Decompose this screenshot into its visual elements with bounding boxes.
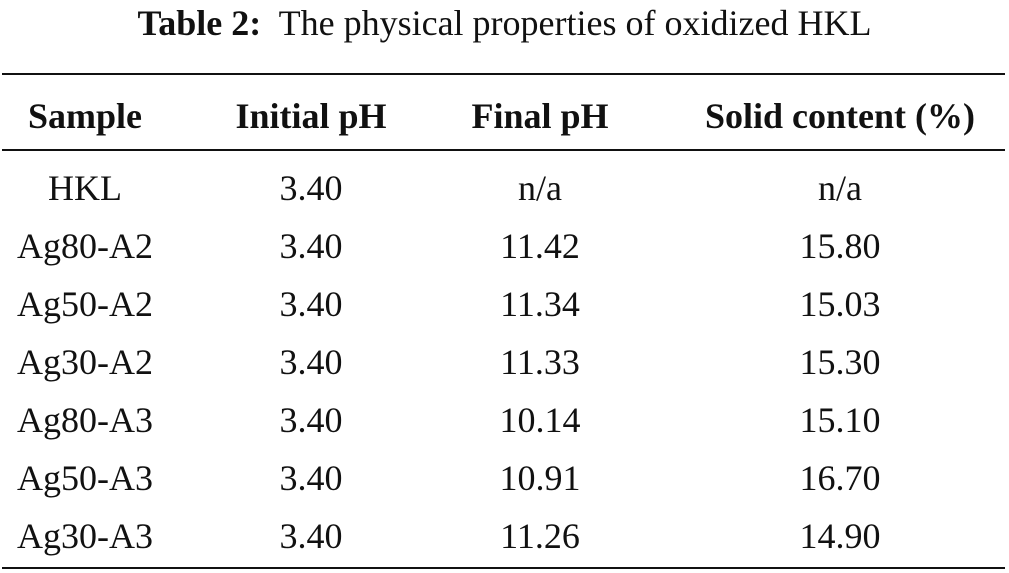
header-cell: Final pH (471, 96, 609, 136)
table-cell: HKL (48, 168, 122, 208)
table-cell: 3.40 (279, 458, 343, 498)
header-cell: Initial pH (235, 96, 387, 136)
table-cell: n/a (518, 168, 562, 208)
table-cell: 11.42 (500, 226, 580, 266)
caption: Table 2: The physical properties of oxid… (0, 2, 1009, 44)
mid-rule (2, 149, 1005, 151)
table-cell: 3.40 (279, 342, 343, 382)
table-cell: Ag30-A2 (17, 342, 153, 382)
table-cell: 15.80 (799, 226, 881, 266)
table-cell: 10.14 (499, 400, 581, 440)
table-cell: Ag50-A3 (17, 458, 153, 498)
table-cell: 10.91 (499, 458, 581, 498)
table-cell: Ag80-A3 (17, 400, 153, 440)
header-cell: Solid content (%) (705, 96, 975, 136)
table-cell: 3.40 (279, 516, 343, 556)
caption-text: The physical properties of oxidized HKL (278, 3, 872, 43)
table-cell: Ag30-A3 (17, 516, 153, 556)
table-cell: 3.40 (279, 284, 343, 324)
table-cell: 16.70 (799, 458, 881, 498)
table-cell: 15.30 (799, 342, 881, 382)
table-cell: 11.34 (500, 284, 580, 324)
table-cell: 3.40 (279, 400, 343, 440)
table-cell: 11.33 (500, 342, 580, 382)
table-cell: 3.40 (279, 168, 343, 208)
bottom-rule (2, 567, 1005, 569)
table-cell: n/a (818, 168, 862, 208)
caption-label: Table 2: (137, 3, 262, 43)
table-cell: 3.40 (279, 226, 343, 266)
table-cell: 15.03 (799, 284, 881, 324)
top-rule (2, 73, 1005, 75)
table-cell: 11.26 (500, 516, 580, 556)
table-cell: Ag80-A2 (17, 226, 153, 266)
table-cell: 15.10 (799, 400, 881, 440)
table-cell: 14.90 (799, 516, 881, 556)
table-cell: Ag50-A2 (17, 284, 153, 324)
header-cell: Sample (27, 96, 143, 136)
